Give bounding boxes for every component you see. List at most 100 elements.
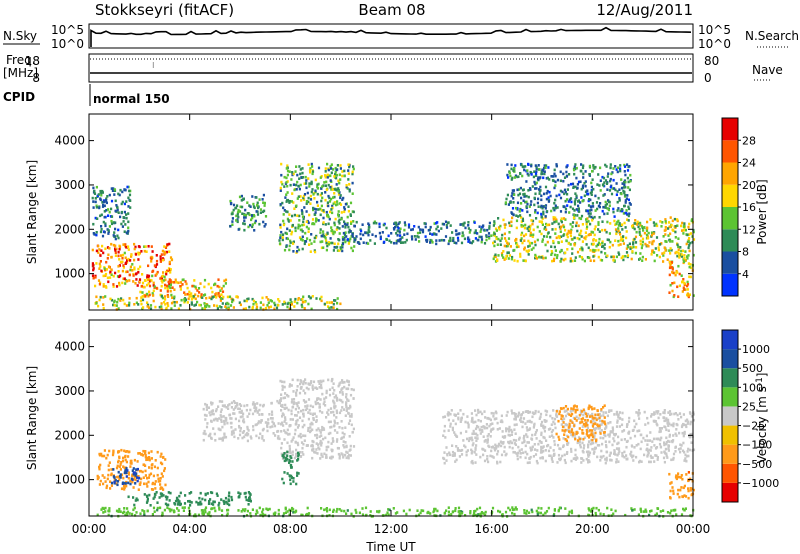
cell: [563, 176, 567, 179]
cell: [127, 226, 130, 230]
cell: [194, 303, 197, 307]
cell: [613, 259, 616, 262]
cell: [559, 210, 563, 213]
cell: [99, 197, 102, 200]
cell: [300, 209, 303, 212]
cell: [486, 228, 489, 232]
cell: [273, 307, 276, 311]
cell: [327, 215, 330, 219]
cell: [99, 265, 102, 268]
cell: [99, 463, 102, 467]
cell: [515, 237, 518, 241]
cell: [553, 508, 556, 511]
cell: [552, 179, 555, 183]
cell: [573, 259, 577, 262]
cell: [210, 507, 213, 511]
cell: [106, 246, 110, 249]
cell: [92, 232, 95, 235]
cell: [314, 434, 317, 437]
cell: [116, 234, 119, 238]
cell: [570, 228, 573, 232]
cell: [609, 240, 612, 244]
cell: [218, 501, 221, 505]
cell: [499, 460, 502, 464]
cell: [577, 180, 581, 184]
region-2: [94, 295, 342, 311]
cell: [325, 241, 328, 245]
cell: [333, 419, 336, 423]
cell: [338, 249, 341, 252]
cell: [459, 510, 462, 513]
cell: [163, 469, 166, 473]
cell: [553, 172, 556, 176]
cell: [429, 225, 432, 229]
cell: [151, 482, 154, 486]
cell: [633, 237, 636, 241]
cell: [286, 210, 289, 214]
cell: [558, 506, 561, 510]
cell: [220, 509, 224, 512]
cell: [673, 217, 676, 221]
cell: [103, 210, 106, 213]
cell: [486, 426, 489, 430]
cell: [127, 473, 130, 476]
cell: [486, 417, 489, 420]
cell: [330, 301, 333, 304]
cell: [328, 196, 331, 200]
cell: [674, 412, 677, 415]
cell: [597, 241, 601, 245]
cell: [672, 456, 675, 460]
cell: [583, 409, 586, 413]
cell: [651, 242, 654, 246]
cell: [198, 496, 201, 500]
cell: [517, 245, 520, 248]
cell: [549, 427, 552, 431]
cell: [621, 239, 625, 242]
cell: [232, 203, 236, 207]
cell: [521, 217, 524, 221]
cell: [242, 412, 245, 416]
cell: [506, 244, 509, 248]
cell: [692, 294, 695, 297]
cell: [179, 503, 182, 507]
cell: [290, 302, 293, 306]
cell: [173, 281, 176, 284]
cell: [649, 460, 652, 464]
cell: [119, 188, 122, 192]
cell: [180, 298, 183, 302]
cell: [205, 408, 208, 411]
cell: [519, 214, 522, 217]
cell: [118, 478, 121, 481]
cell: [454, 422, 457, 426]
cell: [337, 220, 340, 223]
cell: [314, 400, 317, 404]
cell: [103, 476, 106, 479]
cell: [658, 430, 661, 434]
cell: [524, 233, 528, 236]
cell: [165, 307, 168, 311]
cell: [686, 280, 689, 284]
cell: [298, 416, 302, 419]
cell: [640, 246, 643, 250]
cell: [607, 208, 610, 212]
cell: [684, 228, 687, 232]
cell: [331, 229, 334, 232]
cell: [168, 250, 171, 253]
cell: [351, 431, 354, 434]
cell: [544, 166, 547, 169]
cell: [197, 513, 200, 517]
cell: [256, 511, 259, 514]
cell: [330, 226, 333, 229]
cell: [403, 228, 406, 232]
cell: [687, 294, 690, 297]
cell: [316, 452, 319, 455]
cell: [286, 472, 289, 475]
cell: [555, 218, 558, 222]
cell: [566, 188, 569, 191]
cell: [629, 247, 632, 251]
cell: [522, 259, 525, 262]
cell: [127, 212, 130, 215]
cell: [554, 180, 557, 184]
cell: [495, 411, 498, 415]
cell: [566, 248, 569, 251]
